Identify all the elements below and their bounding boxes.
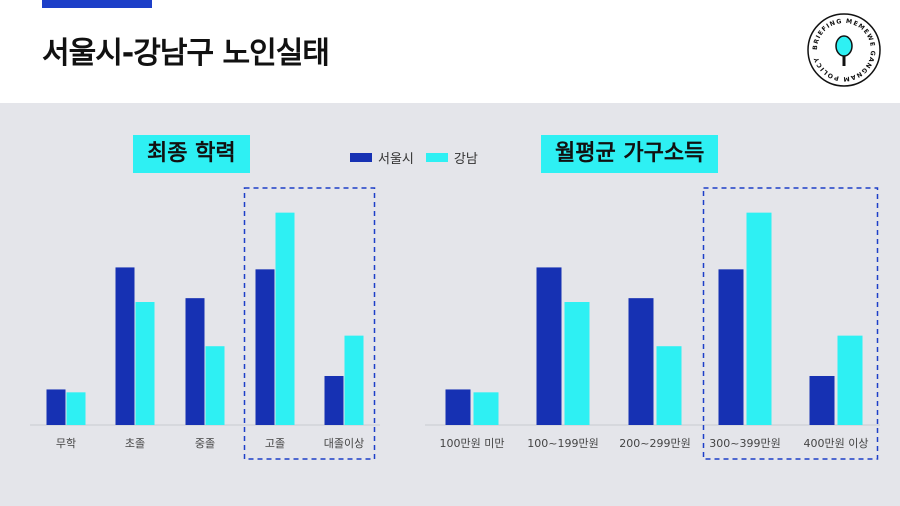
- bar-gangnam-1: [66, 392, 86, 425]
- x-tick-label: 무학: [56, 437, 76, 450]
- bar-gangnam-4: [746, 212, 772, 425]
- x-tick-label: 대졸이상: [324, 437, 364, 450]
- legend-item-seoul: 서울시: [350, 148, 414, 167]
- bar-gangnam-5: [344, 335, 364, 425]
- highlight-box: [702, 187, 879, 460]
- bar-gangnam-2: [564, 302, 590, 425]
- bar-seoul-3: [628, 298, 654, 425]
- bar-seoul-4: [255, 269, 275, 425]
- x-tick-label: 200~299만원: [619, 437, 690, 450]
- bar-gangnam-4: [275, 212, 295, 425]
- legend: 서울시 강남: [350, 148, 490, 167]
- top-accent-bar: [42, 0, 152, 8]
- page-title: 서울시-강남구 노인실태: [42, 36, 330, 71]
- bar-seoul-5: [809, 375, 835, 425]
- bar-seoul-1: [445, 389, 471, 425]
- x-tick-label: 300~399만원: [709, 437, 780, 450]
- legend-item-gangnam: 강남: [425, 148, 478, 167]
- bar-gangnam-2: [135, 302, 155, 425]
- bar-seoul-2: [536, 267, 562, 425]
- x-tick-label: 100만원 미만: [440, 437, 505, 450]
- legend-swatch-seoul: [350, 153, 372, 162]
- x-tick-label: 400만원 이상: [804, 437, 869, 450]
- bar-gangnam-5: [837, 335, 863, 425]
- x-tick-label: 초졸: [125, 437, 145, 450]
- chart-title-income: 월평균 가구소득: [541, 135, 719, 173]
- bar-gangnam-1: [473, 392, 499, 425]
- highlight-box: [243, 187, 376, 460]
- chart-title-education: 최종 학력: [133, 135, 250, 173]
- briefing-logo: BRIEFING MEMEWE GANGNAM POLICY: [807, 13, 881, 87]
- x-tick-label: 중졸: [195, 437, 215, 450]
- bar-gangnam-3: [205, 346, 225, 425]
- bar-seoul-1: [46, 389, 66, 425]
- bar-seoul-5: [324, 375, 344, 425]
- x-tick-label: 고졸: [265, 437, 285, 450]
- x-tick-label: 100~199만원: [527, 437, 598, 450]
- bar-seoul-2: [115, 267, 135, 425]
- bar-seoul-3: [185, 298, 205, 425]
- legend-swatch-gangnam: [425, 153, 448, 162]
- bar-seoul-4: [718, 269, 744, 425]
- bar-gangnam-3: [656, 346, 682, 425]
